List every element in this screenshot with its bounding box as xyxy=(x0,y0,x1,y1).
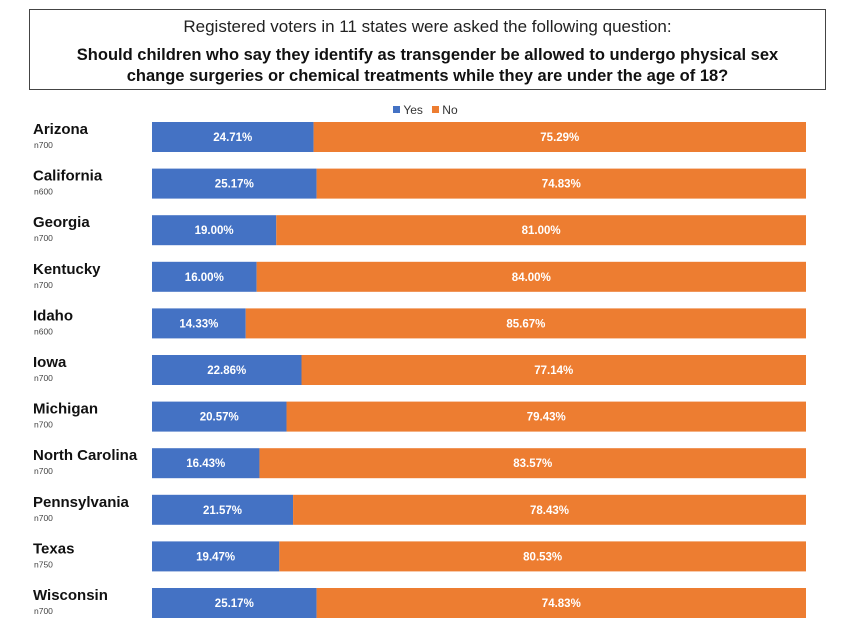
sample-size-california: n600 xyxy=(34,187,53,197)
state-label-texas: Texas xyxy=(33,540,74,557)
bar-yes-north-carolina xyxy=(152,448,260,479)
data-label-yes-wisconsin: 25.17% xyxy=(215,598,254,610)
bar-no-kentucky xyxy=(256,261,806,292)
sample-size-idaho: n600 xyxy=(34,326,53,336)
state-label-georgia: Georgia xyxy=(33,214,90,231)
state-label-michigan: Michigan xyxy=(33,401,98,418)
bar-no-pennsylvania xyxy=(293,494,806,525)
state-label-wisconsin: Wisconsin xyxy=(33,587,108,604)
data-label-yes-georgia: 19.00% xyxy=(195,225,234,237)
sample-size-kentucky: n700 xyxy=(34,280,53,290)
legend-item-yes: Yes xyxy=(393,103,423,117)
sample-size-georgia: n700 xyxy=(34,233,53,243)
sample-size-pennsylvania: n700 xyxy=(34,513,53,523)
legend-label-no: No xyxy=(442,103,458,117)
bar-yes-michigan xyxy=(152,401,287,432)
state-label-pennsylvania: Pennsylvania xyxy=(33,494,130,511)
bar-no-michigan xyxy=(286,401,806,432)
bar-yes-georgia xyxy=(152,215,277,246)
data-label-no-pennsylvania: 78.43% xyxy=(530,505,569,517)
bar-yes-california xyxy=(152,168,317,199)
bar-no-wisconsin xyxy=(316,588,806,618)
data-label-yes-california: 25.17% xyxy=(215,179,254,191)
bar-no-idaho xyxy=(245,308,806,339)
chart-title: Should children who say they identify as… xyxy=(76,46,779,85)
bar-no-north-carolina xyxy=(259,448,806,479)
data-label-yes-michigan: 20.57% xyxy=(200,412,239,424)
state-label-arizona: Arizona xyxy=(33,121,89,138)
sample-size-wisconsin: n700 xyxy=(34,606,53,616)
legend-item-no: No xyxy=(432,103,458,117)
bar-yes-pennsylvania xyxy=(152,494,294,525)
legend: Yes No xyxy=(0,103,851,117)
data-label-no-iowa: 77.14% xyxy=(534,365,573,377)
state-label-california: California xyxy=(33,168,103,185)
sample-size-texas: n750 xyxy=(34,559,53,569)
state-label-kentucky: Kentucky xyxy=(33,261,101,278)
data-label-no-north-carolina: 83.57% xyxy=(513,458,552,470)
bar-no-arizona xyxy=(313,122,806,152)
legend-swatch-no xyxy=(432,106,440,113)
data-label-no-california: 74.83% xyxy=(542,179,581,191)
data-label-yes-pennsylvania: 21.57% xyxy=(203,505,242,517)
data-label-no-georgia: 81.00% xyxy=(522,225,561,237)
data-label-no-texas: 80.53% xyxy=(523,551,562,563)
data-label-yes-kentucky: 16.00% xyxy=(185,272,224,284)
legend-swatch-yes xyxy=(393,106,401,113)
bar-no-georgia xyxy=(276,215,806,246)
data-label-no-kentucky: 84.00% xyxy=(512,272,551,284)
data-label-no-michigan: 79.43% xyxy=(527,412,566,424)
data-label-no-arizona: 75.29% xyxy=(540,132,579,144)
state-label-north-carolina: North Carolina xyxy=(33,447,138,464)
sample-size-iowa: n700 xyxy=(34,373,53,383)
sample-size-arizona: n700 xyxy=(34,140,53,150)
data-label-no-wisconsin: 74.83% xyxy=(542,598,581,610)
question-box: Registered voters in 11 states were aske… xyxy=(29,9,826,90)
legend-label-yes: Yes xyxy=(403,103,423,117)
bar-yes-wisconsin xyxy=(152,588,317,618)
state-label-iowa: Iowa xyxy=(33,354,67,371)
sample-size-michigan: n700 xyxy=(34,420,53,430)
data-label-yes-iowa: 22.86% xyxy=(207,365,246,377)
data-label-no-idaho: 85.67% xyxy=(506,318,545,330)
data-label-yes-idaho: 14.33% xyxy=(179,318,218,330)
data-label-yes-north-carolina: 16.43% xyxy=(186,458,225,470)
bar-yes-kentucky xyxy=(152,261,257,292)
bar-no-texas xyxy=(279,541,806,572)
bar-yes-idaho xyxy=(152,308,246,339)
bar-yes-texas xyxy=(152,541,280,572)
chart-subtitle: Registered voters in 11 states were aske… xyxy=(183,17,672,36)
bar-yes-arizona xyxy=(152,122,314,152)
data-label-yes-texas: 19.47% xyxy=(196,551,235,563)
state-label-idaho: Idaho xyxy=(33,307,73,324)
bar-no-iowa xyxy=(301,355,806,385)
sample-size-north-carolina: n700 xyxy=(34,466,53,476)
data-label-yes-arizona: 24.71% xyxy=(213,132,252,144)
bar-yes-iowa xyxy=(152,355,302,385)
bar-no-california xyxy=(316,168,806,199)
